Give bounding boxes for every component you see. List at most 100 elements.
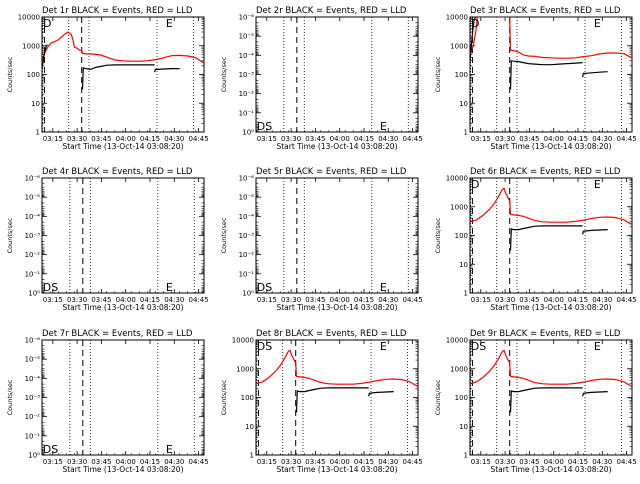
y-tick-label: 10: [459, 100, 468, 108]
plot-frame: [469, 177, 633, 294]
event-flag-label: D: [471, 17, 479, 30]
event-flag-label: E: [594, 178, 601, 191]
x-tick-label: 04:15: [140, 135, 160, 143]
x-tick-label: 04:30: [164, 458, 184, 466]
lld-series-line: [42, 31, 204, 64]
x-tick-label: 03:30: [281, 296, 301, 304]
event-flag-label: E: [594, 340, 601, 353]
y-tick-label: 10⁻⁴: [25, 213, 41, 221]
x-tick-label: 04:00: [116, 296, 136, 304]
y-tick-label: 10⁻⁵: [25, 356, 41, 364]
y-tick-label: 100: [455, 232, 468, 240]
y-tick-label: 10⁻⁴: [239, 213, 255, 221]
x-tick-label: 03:15: [257, 458, 277, 466]
x-tick-label: 03:45: [305, 135, 325, 143]
y-tick-label: 10⁻⁶: [239, 14, 255, 22]
event-flag-label: DS: [257, 281, 272, 294]
lld-series-line: [470, 17, 632, 59]
y-tick-label: 10⁻¹: [239, 109, 255, 117]
y-tick-label: 1: [464, 129, 468, 137]
events-series-line-segment: [582, 391, 608, 397]
y-axis-label: Counts/sec: [6, 56, 14, 92]
y-tick-label: 10⁻³: [239, 232, 255, 240]
x-tick-label: 04:00: [544, 135, 564, 143]
y-tick-label: 10⁰: [242, 129, 254, 137]
event-flag-label: DS: [471, 340, 486, 353]
x-tick-label: 04:45: [403, 135, 423, 143]
x-tick-label: 03:15: [471, 458, 491, 466]
y-tick-label: 10⁻³: [239, 71, 255, 79]
y-tick-label: 10⁻¹: [25, 270, 41, 278]
y-axis-label: Counts/sec: [6, 379, 14, 415]
y-tick-label: 10: [31, 100, 40, 108]
x-axis-label: Start Time (13-Oct-14 03:08:20): [276, 303, 397, 312]
detector-panel-7: Det 7r BLACK = Events, RED = LLD 10⁰ 10⁻¹ 1…: [6, 329, 209, 474]
x-tick-label: 04:30: [378, 135, 398, 143]
x-tick-label: 03:45: [519, 296, 539, 304]
lld-series-line: [256, 349, 418, 388]
y-axis-label: Counts/sec: [220, 379, 228, 415]
x-tick-label: 03:15: [43, 135, 63, 143]
y-tick-label: 1: [36, 129, 40, 137]
event-flag-label: E: [380, 340, 387, 353]
x-tick-label: 04:30: [164, 296, 184, 304]
x-tick-label: 03:30: [495, 458, 515, 466]
y-tick-label: 10: [245, 423, 254, 431]
y-tick-label: 10000: [446, 14, 468, 22]
x-tick-label: 03:30: [67, 135, 87, 143]
y-tick-label: 10⁻³: [25, 232, 41, 240]
x-tick-label: 03:45: [305, 458, 325, 466]
y-tick-label: 1000: [450, 42, 468, 50]
detector-panel-5: Det 5r BLACK = Events, RED = LLD 10⁰ 10⁻¹ 1…: [220, 167, 423, 312]
x-tick-label: 03:30: [67, 296, 87, 304]
x-tick-label: 04:00: [116, 135, 136, 143]
y-axis-label: Counts/sec: [6, 217, 14, 253]
y-tick-label: 100: [241, 394, 254, 402]
x-axis-label: Start Time (13-Oct-14 03:08:20): [490, 465, 611, 474]
x-tick-label: 03:15: [257, 135, 277, 143]
y-tick-label: 10⁻¹: [25, 432, 41, 440]
detector-panel-6: Det 6r BLACK = Events, RED = LLD 1 10 100 10…: [434, 167, 637, 312]
y-tick-label: 1000: [450, 365, 468, 373]
y-tick-label: 1: [250, 452, 254, 460]
y-tick-label: 10000: [232, 337, 254, 345]
panel-title: Det 1r BLACK = Events, RED = LLD: [42, 6, 193, 16]
x-tick-label: 04:15: [140, 458, 160, 466]
panel-title: Det 5r BLACK = Events, RED = LLD: [256, 167, 407, 177]
y-tick-label: 10⁻⁴: [25, 375, 41, 383]
x-tick-label: 04:45: [189, 296, 209, 304]
event-flag-label: DS: [257, 340, 272, 353]
event-flag-label: DS: [43, 443, 58, 456]
plot-frame: [41, 339, 205, 456]
x-tick-label: 04:45: [617, 296, 637, 304]
x-tick-label: 03:45: [519, 458, 539, 466]
event-flag-label: D: [471, 178, 479, 191]
event-flag-label: E: [594, 17, 601, 30]
y-tick-label: 10: [459, 423, 468, 431]
x-tick-label: 03:15: [471, 135, 491, 143]
x-tick-label: 04:15: [568, 135, 588, 143]
x-tick-label: 03:30: [281, 135, 301, 143]
events-series-line-segment: [154, 67, 180, 73]
y-axis-label: Counts/sec: [434, 379, 442, 415]
panel-title: Det 4r BLACK = Events, RED = LLD: [42, 167, 193, 177]
y-tick-label: 10000: [446, 175, 468, 183]
x-tick-label: 04:00: [330, 458, 350, 466]
x-tick-label: 04:45: [189, 458, 209, 466]
y-tick-label: 1: [464, 290, 468, 298]
panel-title: Det 2r BLACK = Events, RED = LLD: [256, 6, 407, 16]
plot-frame: [41, 16, 205, 133]
y-tick-label: 10⁻⁶: [239, 175, 255, 183]
x-tick-label: 04:30: [378, 296, 398, 304]
y-tick-label: 10⁻³: [25, 394, 41, 402]
y-tick-label: 10⁻²: [239, 90, 255, 98]
x-tick-label: 03:45: [91, 135, 111, 143]
x-tick-label: 03:15: [43, 458, 63, 466]
x-tick-label: 04:15: [354, 296, 374, 304]
plot-frame: [255, 339, 419, 456]
x-tick-label: 03:30: [495, 296, 515, 304]
detector-panel-8: Det 8r BLACK = Events, RED = LLD 1 10 100 10…: [220, 329, 423, 474]
y-axis-label: Counts/sec: [434, 217, 442, 253]
